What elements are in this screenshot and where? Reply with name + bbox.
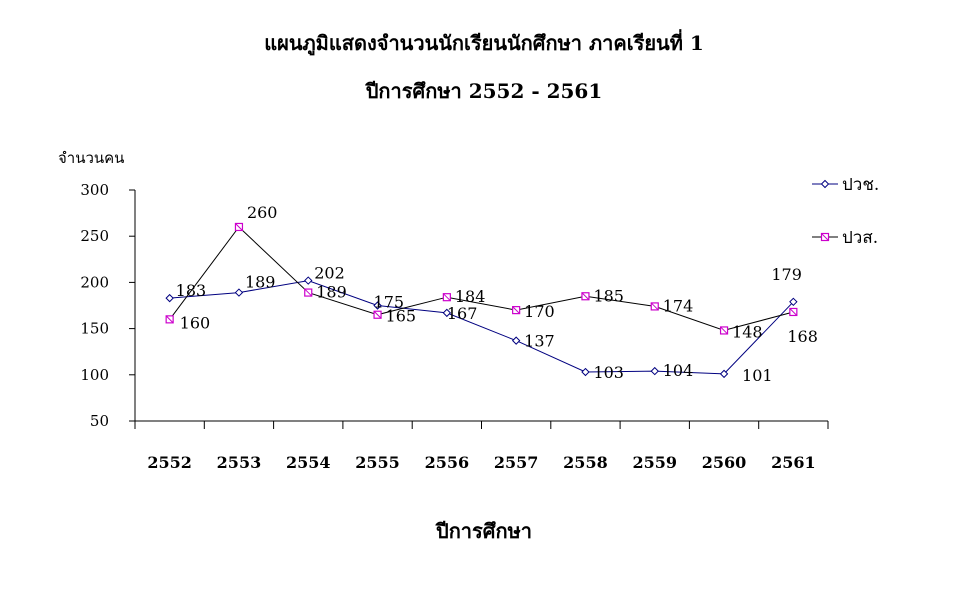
- data-point-hatch: [581, 292, 590, 301]
- series-line-2: [169, 226, 794, 331]
- y-tick-label: 250: [80, 227, 109, 245]
- data-label: 104: [663, 361, 694, 380]
- y-tick-label: 300: [80, 181, 109, 199]
- data-label: 165: [386, 307, 417, 326]
- data-point: [373, 301, 382, 310]
- y-tick-label: 50: [90, 412, 109, 430]
- data-label: 189: [316, 283, 347, 302]
- chart-title: แผนภูมิแสดงจำนวนนักเรียนนักศึกษา ภาคเรีย…: [264, 31, 704, 55]
- data-point: [650, 366, 659, 376]
- data-point: [511, 336, 521, 345]
- x-tick-label: 2560: [702, 453, 747, 472]
- data-point-hatch: [442, 293, 451, 302]
- data-label: 170: [524, 302, 555, 321]
- data-label: 174: [663, 296, 694, 315]
- x-tick-label: 2559: [632, 453, 677, 472]
- data-label: 175: [374, 293, 405, 312]
- data-point: [304, 276, 313, 285]
- data-point-hatch: [373, 310, 382, 319]
- x-tick-label: 2553: [217, 453, 262, 472]
- data-point: [442, 308, 452, 318]
- data-point-hatch: [720, 326, 728, 335]
- data-point: [719, 369, 729, 379]
- data-label: 168: [787, 327, 818, 346]
- data-point-hatch: [789, 308, 798, 316]
- x-tick-label: 2555: [355, 453, 400, 472]
- x-tick-label: 2561: [771, 453, 816, 472]
- x-tick-label: 2557: [494, 453, 539, 472]
- data-label: 148: [732, 322, 763, 341]
- data-point-hatch: [165, 315, 174, 324]
- data-point: [581, 367, 590, 377]
- data-label: 160: [180, 313, 211, 332]
- x-tick-label: 2556: [425, 453, 470, 472]
- chart-subtitle: ปีการศึกษา 2552 - 2561: [365, 79, 603, 103]
- data-label: 137: [524, 332, 555, 351]
- data-point: [234, 288, 244, 297]
- legend-marker: [820, 179, 830, 189]
- data-point-hatch: [304, 288, 313, 297]
- x-tick-label: 2554: [286, 453, 331, 472]
- data-label: 167: [447, 304, 478, 323]
- data-point: [789, 297, 798, 307]
- data-point: [165, 293, 174, 303]
- data-label: 101: [742, 366, 773, 385]
- data-label: 179: [771, 265, 802, 284]
- legend-label: ปวส.: [842, 228, 878, 248]
- data-point-hatch: [650, 302, 659, 311]
- x-tick-label: 2558: [563, 453, 608, 472]
- data-label: 103: [593, 363, 624, 382]
- y-tick-label: 200: [80, 273, 109, 291]
- y-tick-label: 100: [80, 366, 109, 384]
- series-line-1: [169, 280, 794, 375]
- legend-label: ปวช.: [842, 175, 879, 195]
- data-point-hatch: [235, 223, 243, 231]
- y-axis-label: จำนวนคน: [58, 149, 125, 167]
- data-label: 202: [314, 264, 345, 283]
- y-tick-label: 150: [80, 320, 109, 338]
- data-label: 185: [593, 286, 624, 305]
- legend-marker-hatch: [821, 233, 829, 241]
- data-label: 189: [245, 273, 276, 292]
- data-label: 184: [455, 287, 486, 306]
- x-tick-label: 2552: [147, 453, 192, 472]
- x-axis-label: ปีการศึกษา: [436, 519, 532, 543]
- data-point-hatch: [512, 306, 521, 314]
- data-label: 260: [247, 203, 278, 222]
